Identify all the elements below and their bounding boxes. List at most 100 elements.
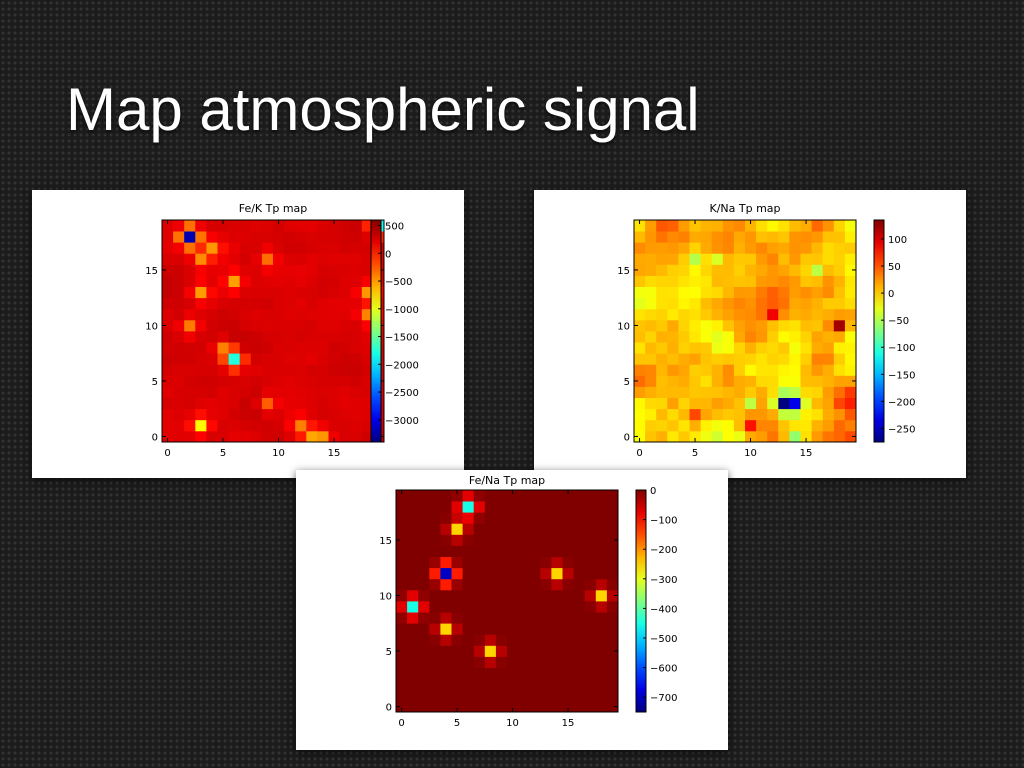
heatmap-cell [228, 308, 241, 321]
colorbar-tick-label: 500 [385, 222, 404, 233]
heatmap-cell [606, 490, 619, 502]
heatmap-cell [317, 397, 329, 410]
heatmap-cell [700, 375, 713, 387]
heatmap-cell [722, 319, 735, 332]
heatmap-cell [396, 612, 408, 624]
heatmap-cell [495, 634, 508, 646]
heatmap-cell [261, 275, 274, 287]
heatmap-cell [584, 656, 597, 668]
heatmap-cell [295, 430, 307, 443]
heatmap-cell [295, 220, 307, 232]
heatmap-cell [811, 308, 824, 321]
fe-na-tp-map-chart: Fe/Na Tp map 0 5 10 15 0 5 10 15 0 −100 −200 −300 −40… [379, 474, 677, 729]
heatmap-cell [484, 656, 497, 668]
heatmap-cell [328, 319, 340, 332]
heatmap-cell [645, 319, 657, 332]
heatmap-cell [284, 331, 296, 343]
heatmap-cell [789, 297, 801, 310]
heatmap-cell [239, 364, 252, 376]
heatmap-cell [733, 253, 746, 265]
heatmap-cell [484, 501, 497, 513]
heatmap-cell [833, 342, 846, 354]
heatmap-cell [462, 523, 475, 535]
heatmap-cell [217, 408, 229, 421]
heatmap-cell [261, 353, 274, 365]
heatmap-cell [645, 264, 657, 276]
heatmap-cell [700, 331, 713, 343]
heatmap-cell [689, 286, 701, 299]
colorbar-tick-label: −150 [888, 370, 915, 381]
heatmap-cell [800, 275, 812, 287]
heatmap-cell [273, 286, 285, 299]
heatmap-cell [206, 220, 218, 232]
heatmap-cell [473, 567, 486, 580]
heatmap-cell [429, 567, 441, 580]
heatmap-cell [573, 501, 586, 513]
heatmap-cell [217, 397, 229, 410]
heatmap-cell [173, 419, 185, 432]
heatmap-cell [295, 375, 307, 387]
heatmap-cell [689, 430, 701, 443]
heatmap-cell [507, 501, 519, 513]
heatmap-cell [217, 375, 229, 387]
heatmap-cell [195, 220, 207, 232]
heatmap-cell [656, 242, 668, 254]
heatmap-cell [756, 342, 768, 354]
heatmap-cell [228, 342, 241, 354]
heatmap-cell [184, 331, 196, 343]
heatmap-cell [562, 678, 574, 691]
heatmap-cell [418, 578, 430, 591]
heatmap-cell [440, 689, 452, 702]
heatmap-cell [239, 286, 252, 299]
heatmap-cell [756, 397, 768, 410]
heatmap-cell [811, 275, 824, 287]
heatmap-cell [551, 534, 563, 546]
heatmap-cell [184, 242, 196, 254]
heatmap-cell [745, 242, 757, 254]
heatmap-cell [350, 353, 363, 365]
heatmap-cell [440, 523, 452, 535]
heatmap-cell [407, 545, 419, 557]
heatmap-cell [462, 645, 475, 657]
heatmap-cell [507, 589, 519, 602]
heatmap-cell [462, 634, 475, 646]
heatmap-cell [317, 275, 329, 287]
heatmap-cell [573, 545, 586, 557]
heatmap-cell [678, 342, 690, 354]
heatmap-cell [217, 275, 229, 287]
heatmap-cell [495, 545, 508, 557]
heatmap-cell [800, 308, 812, 321]
heatmap-cell [407, 645, 419, 657]
heatmap-cell [473, 689, 486, 702]
heatmap-cell [250, 375, 263, 387]
heatmap-cell [396, 556, 408, 569]
heatmap-cell [656, 386, 668, 398]
heatmap-cell [507, 556, 519, 569]
heatmap-cell [228, 264, 241, 276]
heatmap-cell [273, 242, 285, 254]
heatmap-cell [595, 567, 608, 580]
heatmap-cell [562, 545, 574, 557]
y-tick-label: 0 [624, 432, 630, 443]
heatmap-cell [645, 397, 657, 410]
heatmap-cell [173, 353, 185, 365]
heatmap-cell [822, 253, 835, 265]
heatmap-cell [473, 523, 486, 535]
heatmap-cell [667, 308, 679, 321]
heatmap-cell [756, 375, 768, 387]
heatmap-cell [678, 386, 690, 398]
heatmap-cell [195, 342, 207, 354]
heatmap-cell [700, 297, 713, 310]
heatmap-cell [306, 319, 318, 332]
heatmap-cell [206, 297, 218, 310]
heatmap-cell [822, 275, 835, 287]
heatmap-cell [767, 430, 779, 443]
heatmap-cell [767, 408, 779, 421]
heatmap-cell [667, 342, 679, 354]
heatmap-cell [361, 375, 374, 387]
heatmap-cell [656, 397, 668, 410]
heatmap-cell [217, 342, 229, 354]
heatmap-cell [811, 375, 824, 387]
heatmap-cell [273, 375, 285, 387]
heatmap-cell [507, 645, 519, 657]
